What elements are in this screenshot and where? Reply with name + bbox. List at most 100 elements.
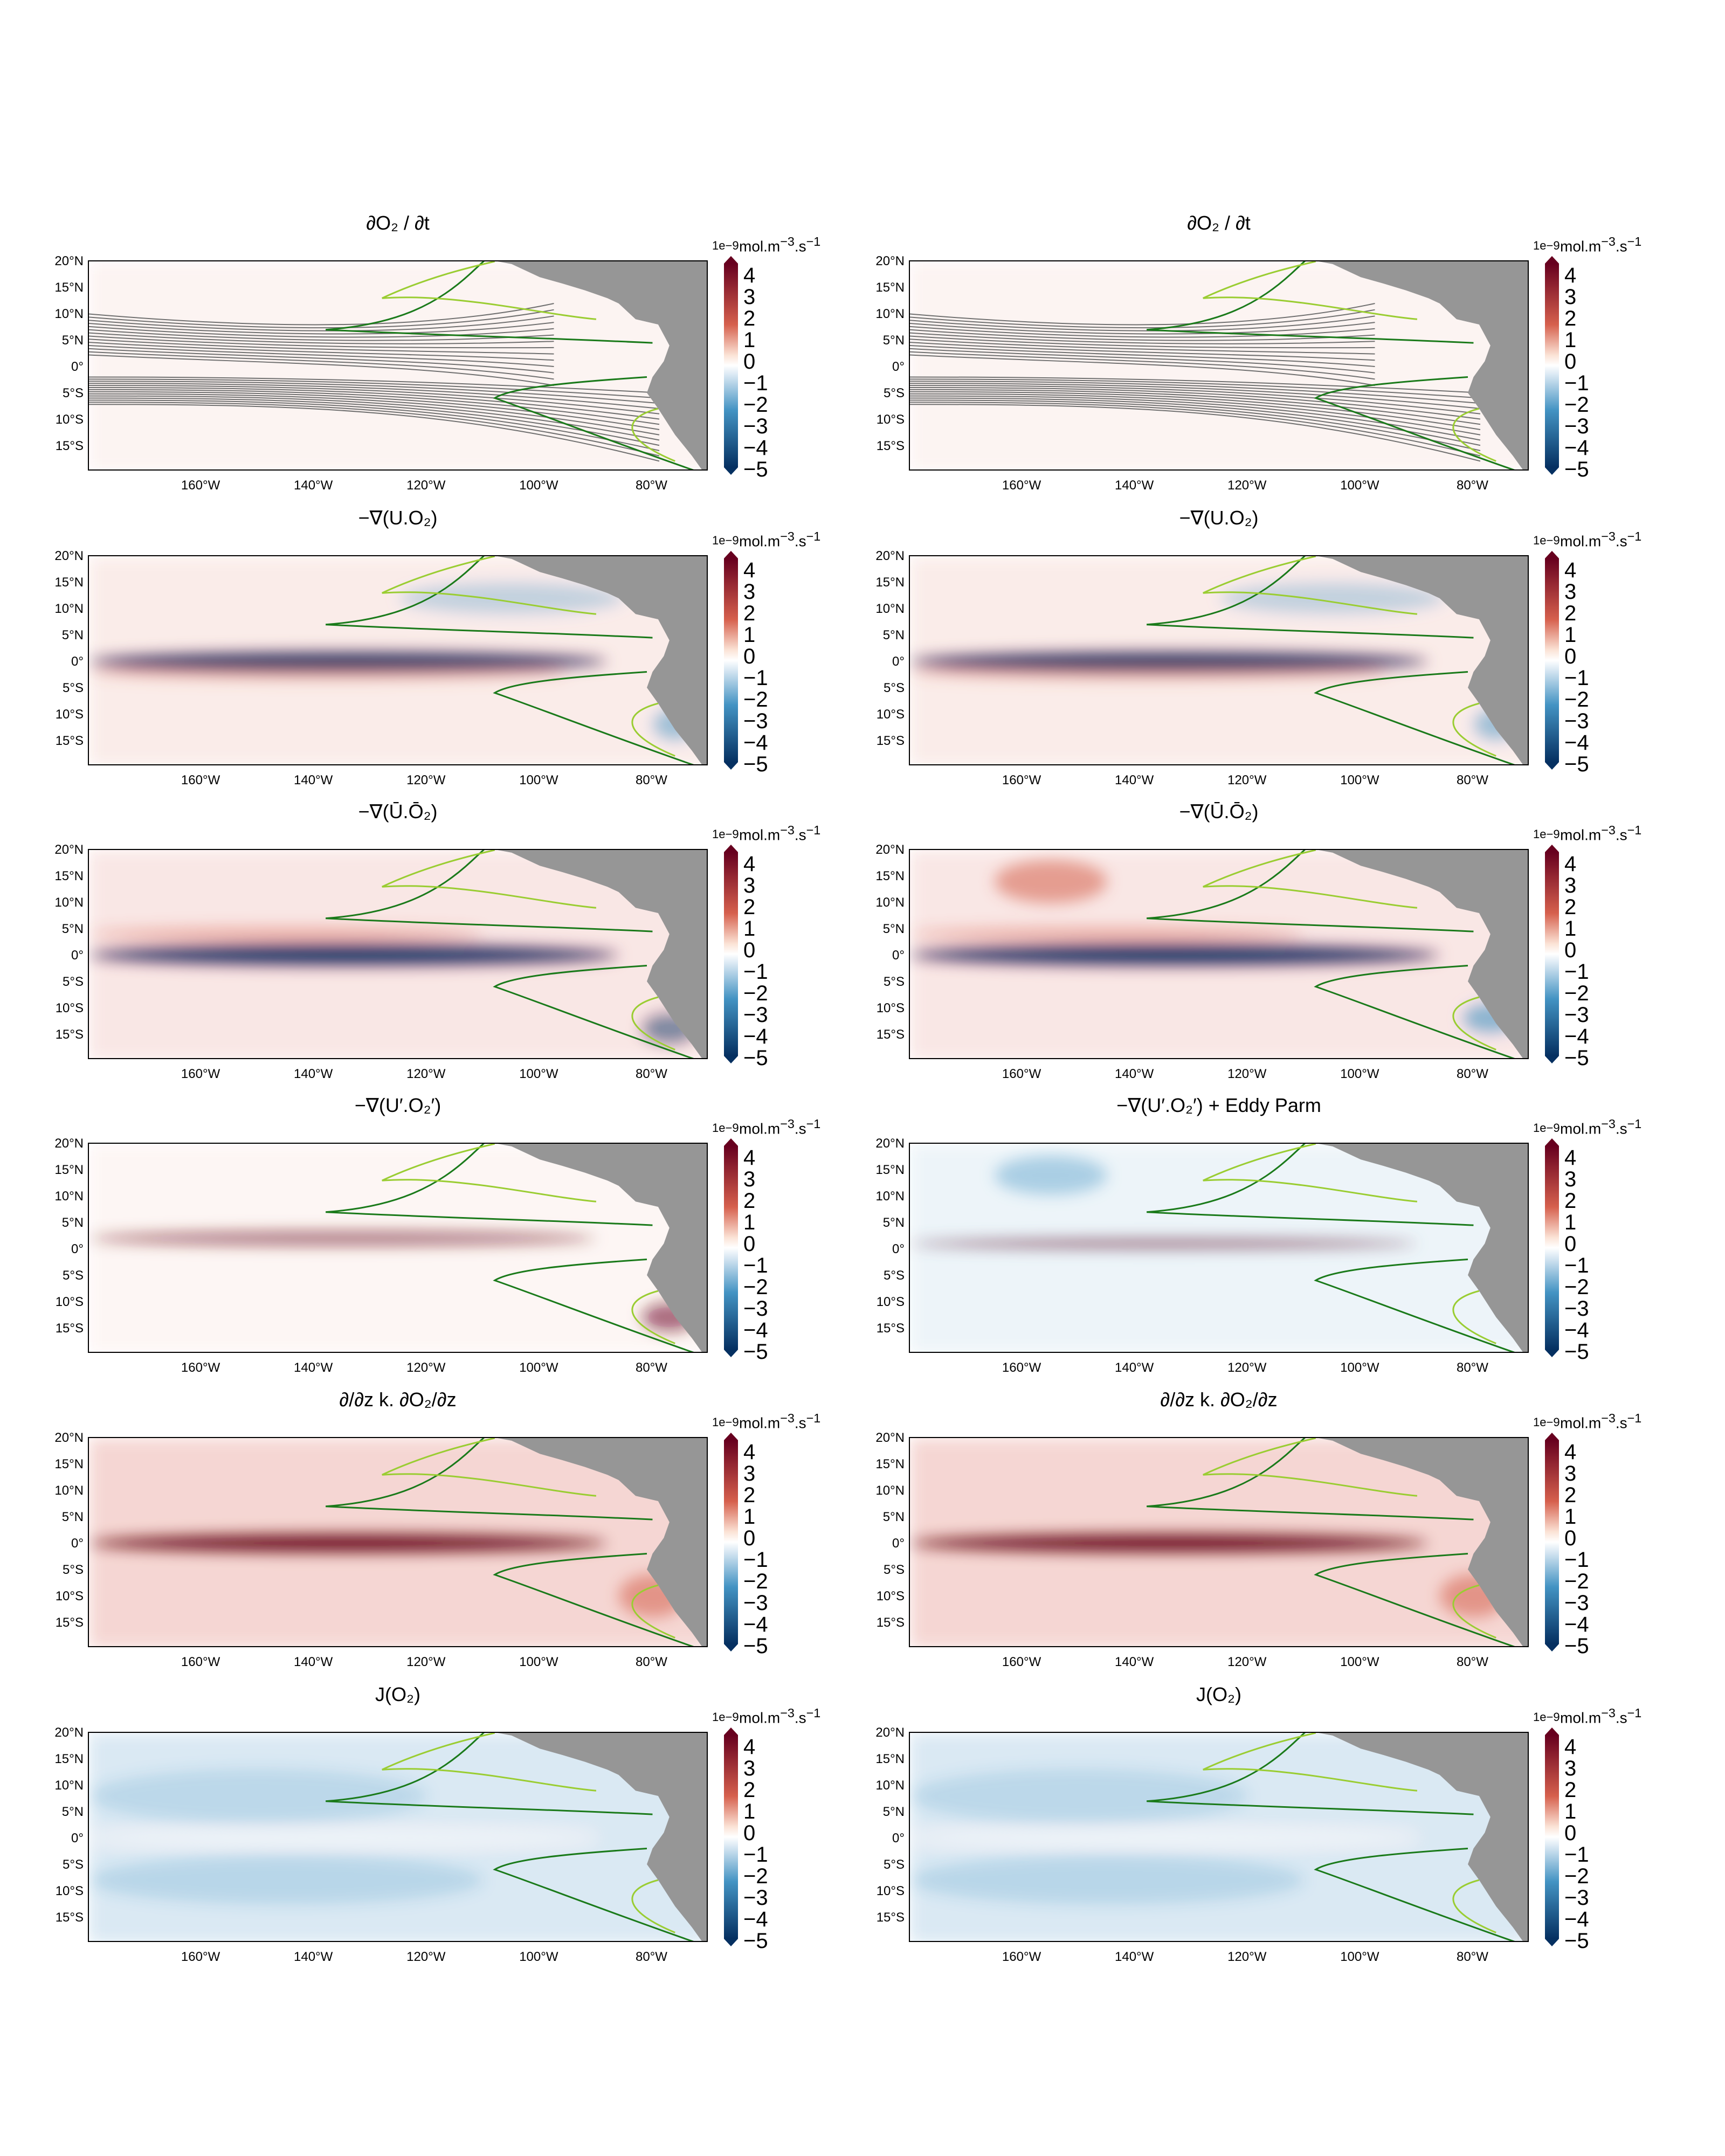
map-area[interactable] <box>88 1732 708 1942</box>
omz-north-outer <box>1146 556 1474 639</box>
colorbar-tick-label: 1 <box>1564 328 1577 352</box>
unit-text: .s <box>1615 1709 1627 1726</box>
lat-tick-label: 15°S <box>55 734 84 748</box>
omz-south-inner <box>1452 1879 1496 1933</box>
colorbar-tick-label: −1 <box>1564 1843 1589 1867</box>
colorbar-tick-label: −4 <box>1564 436 1589 460</box>
colorbar-extend-bottom <box>1545 762 1559 770</box>
lon-tick-label: 100°W <box>1340 773 1379 787</box>
colorbar-gradient <box>1545 1735 1559 1939</box>
lat-tick-label: 20°N <box>54 549 84 563</box>
omz-south-inner <box>631 1584 675 1639</box>
unit-text: mol.m <box>1560 826 1602 844</box>
colorbar-tick-label: 3 <box>1564 1462 1577 1485</box>
colorbar-extend-bottom <box>724 1939 738 1946</box>
north-negative-band <box>910 1769 1248 1823</box>
omz-north-outer <box>325 1144 653 1226</box>
lon-tick-label: 140°W <box>294 1067 333 1081</box>
lon-tick-label: 100°W <box>519 1067 558 1081</box>
map-area[interactable] <box>88 260 708 471</box>
lat-tick-label: 15°S <box>55 439 84 453</box>
map-area[interactable] <box>88 849 708 1059</box>
lat-tick-label: 15°S <box>876 1615 905 1630</box>
map-svg <box>89 1438 707 1646</box>
omz-contours <box>325 850 694 1058</box>
lat-tick-label: 5°S <box>63 1857 84 1872</box>
lat-tick-label: 15°N <box>54 1163 84 1177</box>
lat-tick-label: 15°N <box>875 1457 905 1471</box>
map-area[interactable] <box>909 1732 1529 1942</box>
land-mask <box>438 850 707 1058</box>
map-area[interactable] <box>88 1437 708 1647</box>
colorbar-tick-label: −4 <box>743 1318 768 1342</box>
map-area[interactable] <box>909 1143 1529 1353</box>
colorbar-gradient <box>1545 558 1559 762</box>
lat-tick-label: 15°N <box>54 1457 84 1471</box>
colorbar-tick-label: −2 <box>1564 1864 1589 1888</box>
omz-south-outer <box>493 376 694 469</box>
lat-tick-label: 10°N <box>875 307 905 321</box>
colorbar-unit: mol.m−3.s−1 <box>739 234 820 255</box>
omz-south-outer <box>493 1553 694 1646</box>
colorbar-tick-label: −1 <box>743 371 768 395</box>
map-area[interactable] <box>909 1437 1529 1647</box>
oxygen-isoline <box>910 332 1375 344</box>
map-area[interactable] <box>88 555 708 765</box>
omz-contours <box>325 1438 694 1646</box>
oxygen-isoline <box>89 389 660 425</box>
map-area[interactable] <box>909 260 1529 471</box>
lat-tick-label: 15°N <box>54 1752 84 1766</box>
omz-contours <box>1146 1144 1515 1352</box>
colorbar-unit: mol.m−3.s−1 <box>739 1411 820 1432</box>
panel-title-text: J(O₂) <box>375 1683 420 1705</box>
lat-tick-label: 10°S <box>876 1589 905 1604</box>
lon-tick-label: 80°W <box>635 1950 667 1964</box>
colorbar-tick-label: 0 <box>743 1821 756 1845</box>
panel-title: J(O₂) <box>909 1683 1529 1706</box>
colorbar-tick-label: −5 <box>1564 1929 1589 1953</box>
colorbar-tick-label: 0 <box>1564 645 1577 668</box>
lat-tick-label: 20°N <box>54 842 84 857</box>
oxygen-isoline <box>89 351 554 380</box>
unit-superscript: −1 <box>1627 529 1642 543</box>
omz-contours <box>1146 556 1515 764</box>
oxygen-isoline <box>910 395 1481 441</box>
colorbar-extend-bottom <box>1545 1350 1559 1357</box>
lat-tick-label: 5°N <box>882 628 905 642</box>
panel-title: J(O₂) <box>88 1683 708 1706</box>
map-area[interactable] <box>88 1143 708 1353</box>
unit-superscript: −3 <box>780 823 795 837</box>
map-area[interactable] <box>909 849 1529 1059</box>
colorbar-tick-label: 3 <box>743 874 756 897</box>
panel-title-text: ∂/∂z k. ∂O₂/∂z <box>1160 1388 1278 1411</box>
colorbar-tick-label: −4 <box>1564 1613 1589 1636</box>
lon-tick-label: 100°W <box>1340 1950 1379 1964</box>
colorbar-tick-label: 0 <box>743 645 756 668</box>
land-polygon <box>1259 556 1528 764</box>
lat-tick-label: 0° <box>71 1242 84 1256</box>
panel-mixing-right: ∂/∂z k. ∂O₂/∂z 20°N 15°N 10°N 5°N 0° 5°S 10°S 15… <box>817 1388 1641 1680</box>
panel-title-text: ∂O₂ / ∂t <box>1187 212 1251 234</box>
panel-title-text: −∇(U′.O₂′) + Eddy Parm <box>1116 1094 1321 1116</box>
colorbar-extend-bottom <box>724 1350 738 1357</box>
colorbar <box>1544 1433 1560 1651</box>
unit-text: mol.m <box>739 238 781 255</box>
colorbar-tick-label: 4 <box>1564 1735 1577 1759</box>
colorbar-svg <box>1545 551 1559 770</box>
lon-tick-label: 80°W <box>635 773 667 787</box>
colorbar-tick-label: 2 <box>743 307 756 330</box>
lat-tick-label: 5°N <box>61 333 84 348</box>
lat-tick-label: 5°S <box>884 681 905 695</box>
omz-south-inner <box>631 1290 675 1344</box>
colorbar-tick-label: −1 <box>743 1548 768 1572</box>
colorbar-tick-label: 2 <box>1564 895 1577 919</box>
unit-superscript: −1 <box>806 234 821 248</box>
colorbar-svg <box>1545 1727 1559 1946</box>
unit-superscript: −3 <box>1601 1411 1616 1425</box>
lat-tick-label: 5°S <box>63 681 84 695</box>
oxygen-isoline <box>910 326 1375 338</box>
oxygen-isoline <box>89 303 554 326</box>
map-area[interactable] <box>909 555 1529 765</box>
lat-tick-label: 10°N <box>54 1778 84 1793</box>
equatorial-positive-band <box>910 1533 1429 1553</box>
